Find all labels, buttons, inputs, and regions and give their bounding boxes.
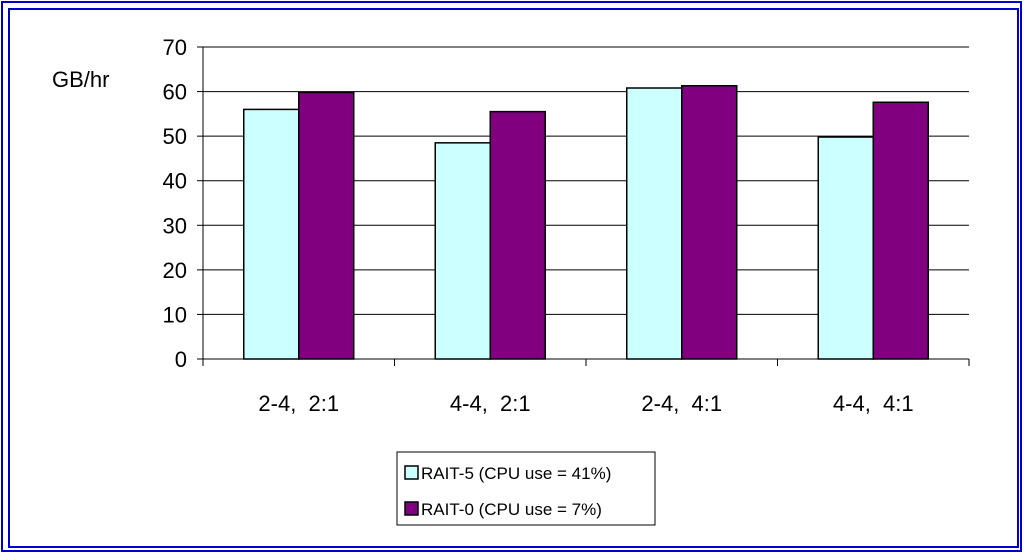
legend-label: RAIT-0 (CPU use = 7%) xyxy=(421,500,602,519)
bar xyxy=(434,142,491,360)
bar xyxy=(626,87,683,360)
y-tick-label: 70 xyxy=(163,35,187,60)
x-tick-label: 2-4, 2:1 xyxy=(258,391,339,416)
axes: 0 10 20 30 40 50 60 70 2-4, 2:1 4-4, 2:1 2-4, 4:1 4… xyxy=(163,35,970,416)
inner-border xyxy=(8,8,1019,548)
bar xyxy=(243,108,300,360)
legend-swatch xyxy=(404,465,419,480)
bar xyxy=(817,136,874,360)
x-tick-label: 4-4, 2:1 xyxy=(450,391,531,416)
y-tick-label: 50 xyxy=(163,124,187,149)
legend-label: RAIT-5 (CPU use = 41%) xyxy=(421,464,611,483)
bar xyxy=(489,110,546,360)
y-tick-label: 60 xyxy=(163,80,187,105)
bars xyxy=(243,85,929,360)
bar xyxy=(298,91,355,360)
y-tick-label: 40 xyxy=(163,169,187,194)
y-tick-label: 20 xyxy=(163,258,187,283)
legend: RAIT-5 (CPU use = 41%) RAIT-0 (CPU use = … xyxy=(396,451,656,526)
y-tick-label: 0 xyxy=(175,347,187,372)
bar xyxy=(681,85,738,360)
x-tick-label: 2-4, 4:1 xyxy=(641,391,722,416)
x-tick-label: 4-4, 4:1 xyxy=(833,391,914,416)
y-axis-label: GB/hr xyxy=(52,67,109,92)
legend-box xyxy=(396,451,656,526)
legend-swatch xyxy=(404,501,419,516)
y-tick-label: 30 xyxy=(163,213,187,238)
bar xyxy=(872,101,929,360)
y-tick-label: 10 xyxy=(163,302,187,327)
